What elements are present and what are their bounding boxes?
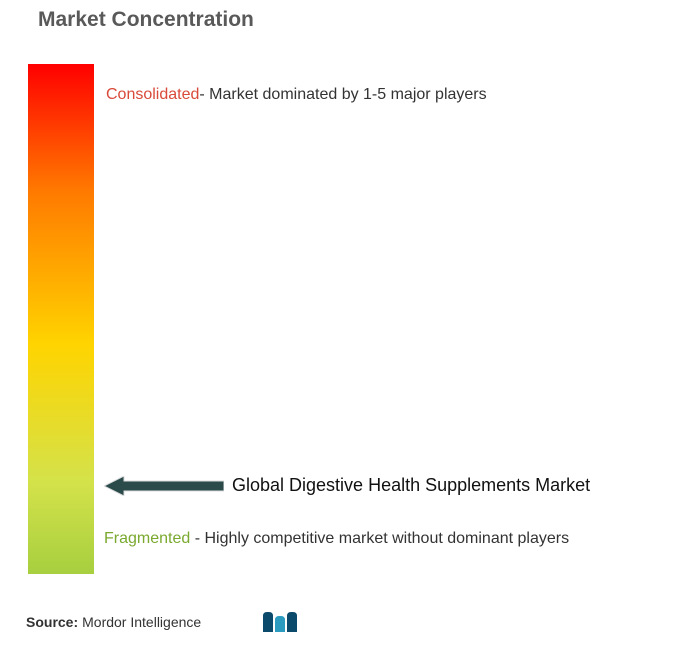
mordor-logo-icon bbox=[261, 610, 301, 634]
arrow-shape bbox=[104, 476, 224, 496]
logo-bar-3 bbox=[287, 612, 297, 632]
market-indicator-row: Global Digestive Health Supplements Mark… bbox=[104, 475, 590, 496]
arrow-left-icon bbox=[104, 476, 224, 496]
market-name: Global Digestive Health Supplements Mark… bbox=[232, 475, 590, 496]
fragmented-label: Fragmented - Highly competitive market w… bbox=[104, 525, 646, 552]
fragmented-emph: Fragmented bbox=[104, 530, 190, 547]
source-name: Mordor Intelligence bbox=[82, 614, 201, 630]
source-label: Source: bbox=[26, 614, 78, 630]
concentration-gradient-bar bbox=[28, 64, 94, 574]
source-footer: Source: Mordor Intelligence bbox=[26, 610, 301, 634]
consolidated-text: - Market dominated by 1-5 major players bbox=[199, 86, 486, 103]
logo-bar-1 bbox=[263, 612, 273, 632]
fragmented-text: - Highly competitive market without domi… bbox=[190, 530, 569, 547]
logo-bar-2 bbox=[275, 616, 285, 632]
consolidated-label: Consolidated- Market dominated by 1-5 ma… bbox=[106, 86, 487, 104]
consolidated-emph: Consolidated bbox=[106, 86, 199, 103]
chart-title: Market Concentration bbox=[38, 8, 254, 32]
